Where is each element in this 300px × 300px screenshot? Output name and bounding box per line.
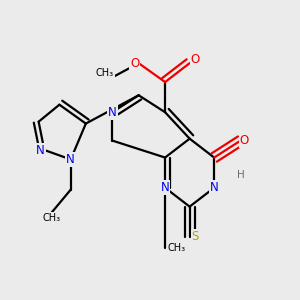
Text: N: N	[210, 181, 218, 194]
Text: O: O	[191, 53, 200, 66]
Text: N: N	[36, 143, 45, 157]
Text: N: N	[161, 181, 170, 194]
Text: O: O	[130, 57, 140, 70]
Text: CH₃: CH₃	[43, 213, 61, 223]
Text: N: N	[66, 153, 75, 166]
Text: H: H	[237, 169, 244, 179]
Text: N: N	[108, 106, 117, 119]
Text: O: O	[240, 134, 249, 147]
Text: CH₃: CH₃	[96, 68, 114, 78]
Text: CH₃: CH₃	[167, 243, 185, 253]
Text: S: S	[192, 230, 199, 243]
